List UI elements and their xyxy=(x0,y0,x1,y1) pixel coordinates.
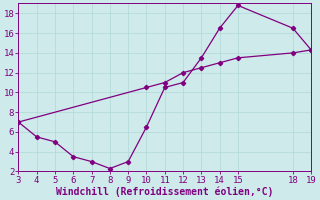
X-axis label: Windchill (Refroidissement éolien,°C): Windchill (Refroidissement éolien,°C) xyxy=(56,186,274,197)
